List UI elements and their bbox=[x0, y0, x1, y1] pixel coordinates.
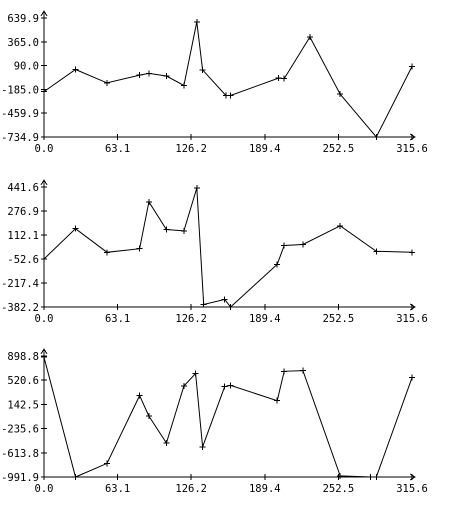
data-point bbox=[227, 304, 234, 310]
y-axis-arrow bbox=[40, 348, 48, 355]
x-tick-label: 189.4 bbox=[249, 483, 281, 495]
x-tick-label: 189.4 bbox=[249, 143, 281, 155]
y-axis-arrow bbox=[40, 10, 48, 17]
data-point bbox=[136, 245, 143, 252]
data-point bbox=[103, 460, 110, 467]
data-point bbox=[227, 382, 234, 389]
y-tick-label: -52.6 bbox=[7, 254, 39, 266]
x-tick-label: 252.5 bbox=[323, 143, 355, 155]
data-point bbox=[199, 66, 206, 73]
y-tick-label: 112.1 bbox=[7, 230, 39, 242]
x-tick-label: 315.6 bbox=[396, 143, 428, 155]
y-tick-label: -382.2 bbox=[1, 302, 39, 314]
data-point bbox=[281, 242, 288, 249]
x-tick-label: 63.1 bbox=[105, 143, 130, 155]
y-tick-label: -235.6 bbox=[1, 424, 39, 436]
x-tick-label: 0.0 bbox=[35, 313, 54, 325]
data-point bbox=[180, 383, 187, 390]
data-point bbox=[306, 34, 313, 41]
data-point bbox=[227, 92, 234, 99]
data-point bbox=[199, 443, 206, 450]
data-point bbox=[281, 368, 288, 375]
data-point bbox=[337, 222, 344, 229]
data-point bbox=[145, 70, 152, 77]
y-tick-label: -734.9 bbox=[1, 132, 39, 144]
data-point bbox=[103, 79, 110, 86]
data-point bbox=[193, 18, 200, 25]
y-tick-label: -459.9 bbox=[1, 108, 39, 120]
data-point bbox=[373, 134, 380, 140]
data-point bbox=[180, 82, 187, 89]
data-point bbox=[192, 370, 199, 377]
series-line bbox=[43, 187, 413, 308]
data-point bbox=[72, 474, 79, 480]
data-point bbox=[275, 75, 282, 82]
data-point bbox=[367, 474, 374, 480]
x-tick-label: 63.1 bbox=[105, 313, 130, 325]
y-tick-label: 142.5 bbox=[7, 399, 39, 411]
y-tick-label: 90.0 bbox=[14, 61, 39, 73]
data-point bbox=[221, 383, 228, 390]
data-point bbox=[274, 397, 281, 404]
x-tick-label: 126.2 bbox=[175, 143, 207, 155]
data-point bbox=[136, 392, 143, 399]
y-tick-label: 520.6 bbox=[7, 375, 39, 387]
y-tick-label: -217.4 bbox=[1, 278, 39, 290]
x-tick-label: 126.2 bbox=[175, 483, 207, 495]
y-tick-label: 441.6 bbox=[7, 182, 39, 194]
x-tick-label: 0.0 bbox=[35, 143, 54, 155]
data-point bbox=[72, 225, 79, 232]
x-tick-label: 315.6 bbox=[396, 313, 428, 325]
data-point bbox=[373, 474, 380, 480]
data-point bbox=[41, 255, 47, 262]
data-point bbox=[299, 241, 306, 248]
data-point bbox=[337, 472, 344, 479]
data-point bbox=[180, 227, 187, 234]
series-line bbox=[43, 357, 413, 478]
x-tick-label: 0.0 bbox=[35, 483, 54, 495]
data-point bbox=[136, 72, 143, 79]
data-point bbox=[41, 354, 47, 361]
data-point bbox=[281, 75, 288, 82]
y-tick-label: -613.8 bbox=[1, 448, 39, 460]
series-line bbox=[43, 21, 413, 138]
data-point bbox=[299, 367, 306, 374]
y-tick-label: 639.9 bbox=[7, 13, 39, 25]
y-tick-label: 276.9 bbox=[7, 206, 39, 218]
chart-2: 441.6 276.9 112.1 -52.6 -217.4 -382.20.0 63.1 1… bbox=[1, 179, 428, 325]
data-point bbox=[103, 249, 110, 256]
data-point bbox=[274, 261, 281, 268]
data-point bbox=[72, 66, 79, 73]
y-axis-arrow bbox=[40, 179, 48, 186]
x-tick-label: 315.6 bbox=[396, 483, 428, 495]
x-tick-label: 252.5 bbox=[323, 313, 355, 325]
y-tick-label: 898.8 bbox=[7, 351, 39, 363]
data-point bbox=[221, 296, 228, 303]
x-tick-label: 63.1 bbox=[105, 483, 130, 495]
x-tick-label: 126.2 bbox=[175, 313, 207, 325]
data-point bbox=[145, 198, 152, 205]
data-point bbox=[409, 63, 415, 70]
data-point bbox=[145, 413, 152, 420]
data-point bbox=[373, 248, 380, 255]
data-point bbox=[409, 374, 415, 381]
chart-1: 639.9 365.0 90.0 -185.0 -459.9 -734.90.0 63.1 1… bbox=[1, 10, 428, 155]
x-tick-label: 252.5 bbox=[323, 483, 355, 495]
data-point bbox=[163, 439, 170, 446]
data-point bbox=[200, 301, 207, 308]
y-tick-label: -991.9 bbox=[1, 472, 39, 484]
data-point bbox=[409, 249, 415, 256]
data-point bbox=[163, 226, 170, 233]
data-point bbox=[163, 72, 170, 79]
chart-3: 898.8 520.6 142.5 -235.6 -613.8 -991.90.0 63.1… bbox=[1, 348, 428, 495]
y-tick-label: 365.0 bbox=[7, 37, 39, 49]
data-point bbox=[337, 91, 344, 98]
y-tick-label: -185.0 bbox=[1, 84, 39, 96]
x-tick-label: 189.4 bbox=[249, 313, 281, 325]
data-point bbox=[41, 88, 47, 95]
data-point bbox=[193, 184, 200, 191]
